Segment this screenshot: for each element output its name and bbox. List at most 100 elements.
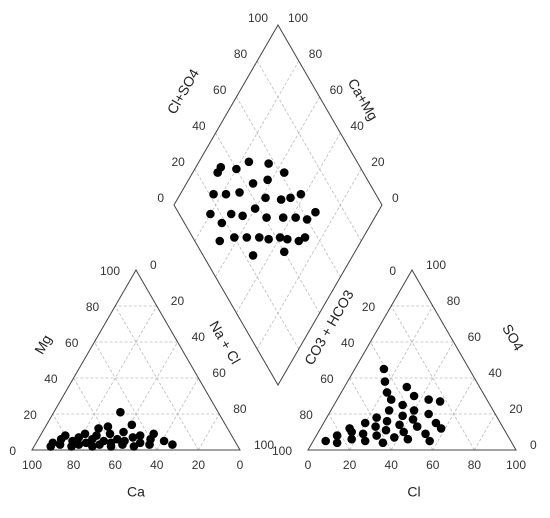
data-point xyxy=(398,411,407,421)
data-point xyxy=(412,422,422,431)
tick-label: 100 xyxy=(272,444,292,458)
tick-label: 100 xyxy=(254,438,274,452)
data-point xyxy=(106,438,116,448)
data-point xyxy=(421,429,430,439)
data-point xyxy=(250,204,260,213)
tick-label: 0 xyxy=(530,438,537,452)
data-point xyxy=(242,233,252,242)
data-point xyxy=(395,420,404,430)
tick-label: 40 xyxy=(341,336,355,350)
data-point xyxy=(149,429,158,439)
grid-line xyxy=(73,305,158,451)
data-point xyxy=(209,189,218,199)
tick-label: 40 xyxy=(488,366,502,380)
tick-label: 20 xyxy=(371,155,385,169)
tick-label: 80 xyxy=(299,408,313,422)
grid-line xyxy=(215,96,320,278)
data-point xyxy=(424,409,433,419)
tick-label: 40 xyxy=(150,458,164,472)
data-point xyxy=(275,233,285,242)
tick-label: 60 xyxy=(468,330,482,344)
tick-label: 100 xyxy=(506,458,526,472)
data-point xyxy=(264,159,273,168)
tick-label: 60 xyxy=(65,336,79,350)
data-point xyxy=(378,438,388,448)
data-point xyxy=(409,391,419,401)
grid-line xyxy=(349,377,392,451)
grid-line xyxy=(256,60,362,242)
tick-label: 0 xyxy=(389,264,396,278)
data-point xyxy=(358,429,368,439)
tick-label: 20 xyxy=(509,402,523,416)
data-point xyxy=(168,440,177,449)
data-point xyxy=(279,168,289,177)
tick-label: 40 xyxy=(44,372,58,386)
data-point xyxy=(232,164,241,174)
data-point xyxy=(135,431,145,440)
axis-label: Ca xyxy=(127,484,145,500)
data-point xyxy=(424,395,433,404)
data-point xyxy=(390,433,399,442)
data-point xyxy=(92,431,101,440)
data-point xyxy=(382,416,392,426)
data-point xyxy=(296,189,306,199)
tick-label: 80 xyxy=(309,47,323,61)
axis-label: Cl+SO4 xyxy=(164,66,203,117)
data-point xyxy=(347,434,356,444)
tick-label: 60 xyxy=(426,458,440,472)
data-point xyxy=(384,406,394,415)
data-point xyxy=(431,418,441,428)
diamond-outline xyxy=(173,24,383,386)
data-point xyxy=(230,233,239,242)
data-point xyxy=(120,436,129,446)
data-point xyxy=(221,189,231,199)
data-point xyxy=(264,234,273,244)
tick-label: 100 xyxy=(248,11,268,25)
tick-label: 80 xyxy=(86,300,100,314)
data-point xyxy=(103,422,113,431)
tick-label: 100 xyxy=(22,458,42,472)
data-point xyxy=(105,429,115,439)
data-point xyxy=(119,427,128,437)
data-point xyxy=(408,415,418,424)
tick-label: 60 xyxy=(109,458,123,472)
data-point xyxy=(213,168,222,177)
axis-label: CO3 + HCO3 xyxy=(301,287,357,368)
data-point xyxy=(226,209,236,219)
data-point xyxy=(286,193,295,203)
data-point xyxy=(135,438,145,448)
data-point xyxy=(409,406,419,415)
data-point xyxy=(291,213,300,222)
grid-line xyxy=(94,341,158,451)
data-point xyxy=(372,413,381,422)
data-point xyxy=(436,424,446,433)
tick-label: 0 xyxy=(392,191,399,205)
data-point xyxy=(206,209,215,219)
data-point xyxy=(80,429,90,439)
grid-line xyxy=(256,168,362,350)
data-point xyxy=(127,420,137,430)
tick-label: 0 xyxy=(150,258,157,272)
tick-label: 0 xyxy=(157,191,164,205)
tick-label: 0 xyxy=(305,458,312,472)
data-point xyxy=(88,442,97,451)
data-point xyxy=(261,193,270,203)
tick-label: 60 xyxy=(320,372,334,386)
tick-label: 40 xyxy=(192,119,206,133)
axis-label: Na + Cl xyxy=(206,318,243,367)
data-point xyxy=(302,215,312,224)
tick-label: 0 xyxy=(9,444,16,458)
data-point xyxy=(74,440,84,449)
tick-label: 40 xyxy=(192,330,206,344)
grid-line xyxy=(432,377,475,451)
data-point xyxy=(48,438,58,448)
tick-label: 40 xyxy=(385,458,399,472)
grid-line xyxy=(390,305,475,451)
data-point xyxy=(435,397,445,406)
data-point xyxy=(371,422,380,431)
grid-line xyxy=(156,377,199,451)
tick-label: 20 xyxy=(343,458,357,472)
data-point xyxy=(402,382,412,392)
data-point xyxy=(112,434,122,444)
data-point xyxy=(360,418,370,428)
